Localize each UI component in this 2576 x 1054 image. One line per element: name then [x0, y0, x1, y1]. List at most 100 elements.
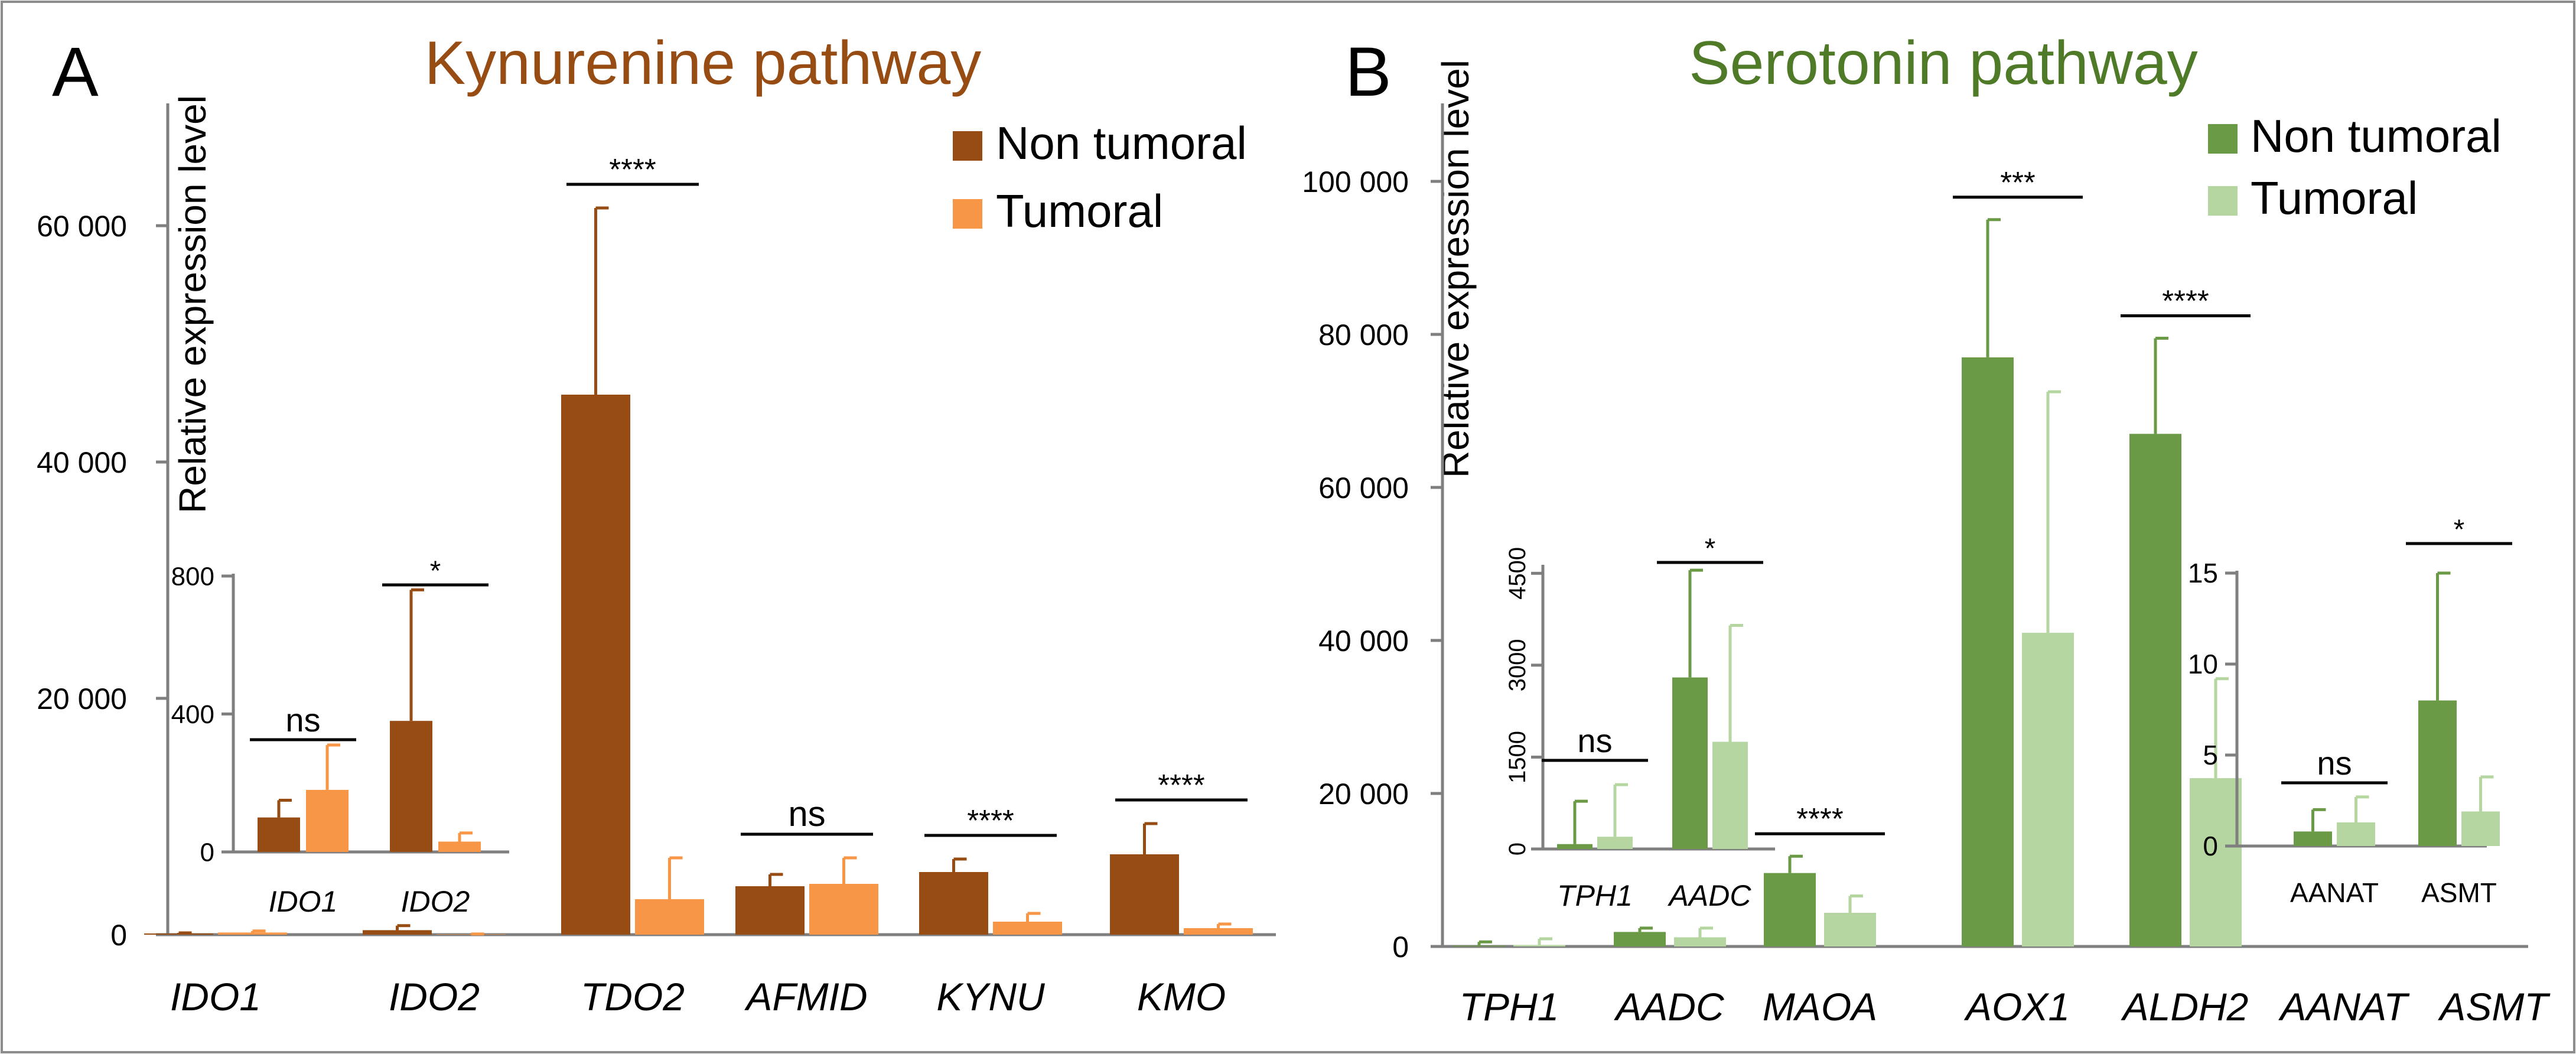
panel-b-bar-maoa-tumoral	[1824, 913, 1876, 946]
panel-a-inset-y-tick-label: 800	[171, 562, 214, 591]
panel-a-bar-kynu-non-tumoral	[919, 872, 988, 935]
panel-b-inset-right-bar-aanat-tumoral	[2337, 822, 2375, 846]
panel-b-inset-left-bar-tph1-tumoral	[1597, 837, 1633, 849]
panel-b-inset-left-x-tick-label-tph1: TPH1	[1557, 879, 1633, 912]
panel-b-bar-aldh2-non-tumoral	[2129, 434, 2181, 946]
panel-b-x-tick-label-tph1: TPH1	[1460, 985, 1559, 1029]
panel-a-y-tick-label: 40 000	[37, 446, 127, 479]
panel-a-inset-sig-ido2-label: *	[430, 555, 441, 587]
panel-b-inset-right-x-tick-label-asmt: ASMT	[2421, 877, 2497, 908]
panel-a-bar-ido1-tumoral	[218, 932, 287, 935]
panel-b-sig-maoa-label: ****	[1796, 802, 1844, 835]
panel-a-bar-kynu-tumoral	[993, 922, 1062, 935]
panel-b-inset-left-y-tick-label: 3000	[1504, 639, 1530, 691]
panel-a-inset-x-tick-label-ido1: IDO1	[269, 885, 338, 918]
panel-a-inset-bar-ido1-non-tumoral	[258, 817, 300, 852]
panel-b-inset-left-sig-tph1-label: ns	[1577, 722, 1612, 759]
panel-b-inset-left-x-tick-label-aadc: AADC	[1668, 879, 1752, 912]
panel-b-legend-label-tumoral: Tumoral	[2251, 172, 2418, 224]
panel-b-x-tick-label-aanat: AANAT	[2278, 985, 2410, 1029]
panel-b-inset-right-y-tick-label: 10	[2188, 649, 2218, 679]
panel-b-inset-left-y-tick-label: 0	[1504, 842, 1530, 855]
panel-b-x-tick-label-aldh2: ALDH2	[2121, 985, 2249, 1029]
panel-b-x-tick-label-maoa: MAOA	[1763, 985, 1877, 1029]
panel-a-inset-y-tick-label: 0	[200, 838, 214, 867]
panel-b-inset-left-bar-aadc-tumoral	[1712, 741, 1748, 849]
panel-b-sig-aldh2-label: ****	[2162, 284, 2209, 317]
panel-b-bar-maoa-non-tumoral	[1764, 873, 1816, 946]
panel-b-inset-right-x-tick-label-aanat: AANAT	[2290, 877, 2379, 908]
panel-a-x-tick-label-afmid: AFMID	[744, 975, 867, 1019]
panel-a-inset-sig-ido1-label: ns	[285, 701, 320, 739]
panel-b-inset-right-y-tick-label: 0	[2203, 831, 2218, 861]
panel-b-inset-right-bar-aanat-non-tumoral	[2294, 831, 2332, 846]
panel-b-y-tick-label: 60 000	[1318, 471, 1409, 505]
panel-a-bar-afmid-tumoral	[809, 884, 878, 935]
panel-b-inset-right-bar-asmt-tumoral	[2461, 811, 2500, 846]
panel-b-inset-right-y-tick-label: 5	[2203, 740, 2218, 770]
panel-a-bar-ido2-non-tumoral	[363, 930, 432, 935]
panel-a-y-tick-label: 60 000	[37, 210, 127, 243]
panel-a-sig-tdo2-label: ****	[609, 152, 656, 186]
panel-b-legend-swatch-tumoral	[2208, 186, 2238, 216]
panel-b-inset-left-y-tick-label: 1500	[1504, 731, 1530, 783]
panel-b-label: B	[1345, 33, 1392, 111]
panel-b-y-tick-label: 100 000	[1302, 165, 1409, 199]
panel-b-bar-aox1-tumoral	[2022, 633, 2074, 946]
panel-a-inset-x-tick-label-ido2: IDO2	[401, 885, 470, 918]
panel-b-title: Serotonin pathway	[1689, 29, 2197, 97]
panel-a: A Kynurenine pathway Relative expression l…	[37, 29, 1276, 1019]
panel-b-bar-aadc-tumoral	[1674, 937, 1726, 946]
panel-b-inset-right-sig-aanat-label: ns	[2317, 744, 2352, 782]
panel-a-label: A	[52, 33, 99, 111]
panel-b-inset-left-sig-aadc-label: *	[1705, 533, 1716, 564]
panel-b-y-tick-label: 0	[1392, 931, 1409, 964]
panel-a-inset-bar-ido2-tumoral	[438, 841, 481, 852]
panel-b-y-tick-label: 80 000	[1318, 318, 1409, 352]
panel-a-inset-bar-ido1-tumoral	[306, 789, 349, 852]
panel-a-bar-tdo2-tumoral	[635, 899, 704, 935]
panel-a-sig-afmid-label: ns	[788, 794, 825, 834]
panel-a-x-tick-label-tdo2: TDO2	[581, 975, 685, 1019]
panel-b-sig-aox1-label: ***	[2000, 165, 2036, 199]
panel-b-x-tick-label-asmt: ASMT	[2437, 985, 2551, 1029]
panel-a-bar-tdo2-non-tumoral	[561, 395, 630, 935]
panel-b-inset-left-bar-aadc-non-tumoral	[1672, 677, 1708, 849]
panel-a-title: Kynurenine pathway	[425, 29, 981, 97]
panel-a-x-tick-label-ido1: IDO1	[170, 975, 261, 1019]
panel-b-bar-aldh2-tumoral	[2190, 778, 2242, 946]
panel-b-legend-label-non-tumoral: Non tumoral	[2251, 110, 2502, 162]
panel-a-legend-swatch-tumoral	[953, 199, 982, 229]
panel-a-y-axis-label: Relative expression level	[171, 95, 214, 513]
panel-b-inset-left-y-tick-label: 4500	[1504, 547, 1530, 600]
panel-a-legend-label-non-tumoral: Non tumoral	[996, 117, 1247, 169]
panel-b-bar-aadc-non-tumoral	[1614, 932, 1666, 946]
panel-a-y-tick-label: 20 000	[37, 682, 127, 715]
panel-b-inset-right-sig-asmt-label: *	[2454, 514, 2465, 545]
panel-a-bar-kmo-tumoral	[1184, 928, 1253, 935]
panel-a-sig-kynu-label: ****	[967, 803, 1014, 837]
panel-a-legend-swatch-non-tumoral	[953, 131, 982, 161]
panel-a-sig-kmo-label: ****	[1158, 768, 1205, 802]
panel-b-inset-left-bar-tph1-non-tumoral	[1557, 844, 1593, 849]
panel-b: B Serotonin pathway Relative expression le…	[1302, 29, 2551, 1029]
panel-a-inset-y-tick-label: 400	[171, 700, 214, 729]
panel-b-y-axis-label: Relative expression level	[1434, 60, 1477, 478]
panel-a-x-tick-label-kmo: KMO	[1137, 975, 1226, 1019]
panel-b-y-tick-label: 40 000	[1318, 624, 1409, 658]
panel-b-inset-right-y-tick-label: 15	[2188, 558, 2218, 588]
panel-b-bar-tph1-tumoral	[1513, 945, 1565, 946]
panel-b-x-tick-label-aox1: AOX1	[1963, 985, 2070, 1029]
panel-b-bar-aox1-non-tumoral	[1962, 357, 2014, 946]
panel-b-legend-swatch-non-tumoral	[2208, 124, 2238, 154]
panel-a-legend-label-tumoral: Tumoral	[996, 185, 1163, 237]
panel-a-x-tick-label-ido2: IDO2	[389, 975, 480, 1019]
panel-a-inset-bar-ido2-non-tumoral	[390, 721, 432, 852]
panel-b-inset-right-bar-asmt-non-tumoral	[2418, 700, 2457, 846]
panel-a-bar-kmo-non-tumoral	[1110, 854, 1179, 935]
panel-b-y-tick-label: 20 000	[1318, 778, 1409, 811]
panel-b-x-tick-label-aadc: AADC	[1613, 985, 1725, 1029]
panel-a-bar-afmid-non-tumoral	[735, 886, 805, 935]
